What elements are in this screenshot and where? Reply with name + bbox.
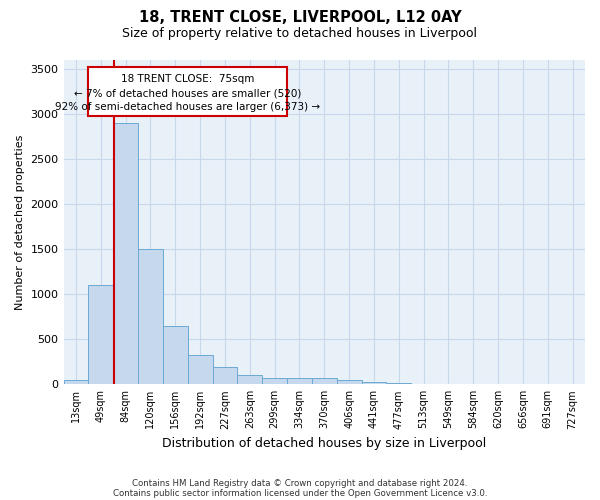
Text: Contains HM Land Registry data © Crown copyright and database right 2024.: Contains HM Land Registry data © Crown c… xyxy=(132,478,468,488)
X-axis label: Distribution of detached houses by size in Liverpool: Distribution of detached houses by size … xyxy=(162,437,487,450)
Bar xyxy=(362,382,386,384)
Bar xyxy=(138,249,163,384)
Bar xyxy=(287,378,312,384)
Text: Size of property relative to detached houses in Liverpool: Size of property relative to detached ho… xyxy=(122,28,478,40)
Bar xyxy=(188,355,212,384)
Bar xyxy=(212,367,238,384)
Y-axis label: Number of detached properties: Number of detached properties xyxy=(15,134,25,310)
Bar xyxy=(64,380,88,384)
Bar xyxy=(262,378,287,384)
Bar xyxy=(238,376,262,384)
Bar xyxy=(88,285,113,384)
Text: 18, TRENT CLOSE, LIVERPOOL, L12 0AY: 18, TRENT CLOSE, LIVERPOOL, L12 0AY xyxy=(139,10,461,25)
Bar xyxy=(312,378,337,384)
Text: Contains public sector information licensed under the Open Government Licence v3: Contains public sector information licen… xyxy=(113,488,487,498)
Bar xyxy=(337,380,362,384)
Bar xyxy=(386,382,411,384)
Bar xyxy=(163,326,188,384)
FancyBboxPatch shape xyxy=(88,67,287,116)
Bar xyxy=(113,123,138,384)
Text: 18 TRENT CLOSE:  75sqm
← 7% of detached houses are smaller (520)
92% of semi-det: 18 TRENT CLOSE: 75sqm ← 7% of detached h… xyxy=(55,74,320,112)
